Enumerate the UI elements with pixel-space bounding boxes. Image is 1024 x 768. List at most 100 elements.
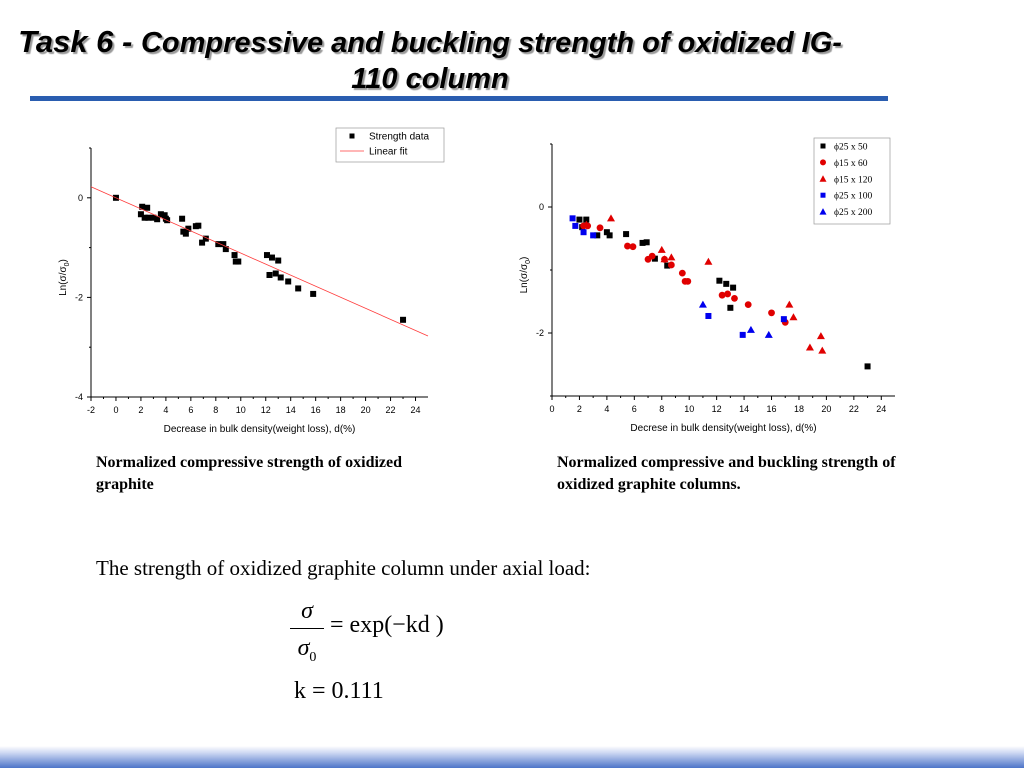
left-chart-x-tick-label: 12 xyxy=(261,405,271,415)
left-chart-series-0-point xyxy=(220,241,227,248)
right-chart-y-label-sub: 0 xyxy=(525,260,532,264)
denominator-symbol: σ xyxy=(297,635,310,661)
left-chart-series-0-point xyxy=(154,216,161,223)
left-chart-y-axis-label: Ln(σ/σ0) xyxy=(58,259,71,296)
left-chart-series-0-point xyxy=(145,214,152,221)
right-chart-legend-item-2-label: ϕ15 x 120 xyxy=(834,175,873,185)
right-chart-series-3-point xyxy=(705,312,712,319)
left-chart-series-0-point xyxy=(277,274,284,281)
left-chart-series-0-point xyxy=(157,211,164,218)
left-chart-series-0-point xyxy=(310,290,317,297)
left-chart-series-0-point xyxy=(235,258,242,265)
right-chart-series-0-point xyxy=(606,232,613,239)
right-chart-y-tick-label: -2 xyxy=(536,328,544,338)
right-chart-series-3-point xyxy=(572,222,579,229)
right-chart-series-0-point xyxy=(639,239,646,246)
right-chart-series-0-point xyxy=(623,231,630,238)
left-chart-series-0-point xyxy=(285,278,292,285)
right-chart-series-0-point xyxy=(716,277,723,284)
left-chart-x-tick-label: 18 xyxy=(336,405,346,415)
left-chart-series-0-point xyxy=(202,235,209,242)
left-chart-x-tick-label: 0 xyxy=(113,405,118,415)
left-chart-series-0-point xyxy=(275,257,282,264)
right-chart-series-3-point xyxy=(580,229,587,236)
right-chart-x-tick-label: 4 xyxy=(604,404,609,414)
right-chart-series-0-point xyxy=(664,262,671,269)
left-chart-series-0-point xyxy=(182,230,189,237)
right-chart-series-2-point xyxy=(606,214,615,222)
left-chart-series-0-point xyxy=(141,214,148,221)
formula-k-value: k = 0.111 xyxy=(294,678,384,704)
right-chart-series-4-point xyxy=(764,330,773,338)
left-chart-legend-item-0-label: Strength data xyxy=(369,132,429,143)
right-chart-series-1-point xyxy=(629,243,637,251)
left-chart-y-label-base: Ln(σ/σ xyxy=(58,266,69,296)
right-chart-x-tick-label: 18 xyxy=(794,404,804,414)
right-chart-series-2-point xyxy=(667,253,676,261)
right-chart-series-4-point xyxy=(746,325,755,333)
left-chart-x-tick-label: 14 xyxy=(286,405,296,415)
right-chart-x-tick-label: 10 xyxy=(684,404,694,414)
left-chart-y-tick-label: 0 xyxy=(78,193,83,203)
right-chart-x-tick-label: 16 xyxy=(767,404,777,414)
caption-right-chart: Normalized compressive and buckling stre… xyxy=(557,454,896,493)
body-text: The strength of oxidized graphite column… xyxy=(96,556,591,580)
left-chart-x-tick-label: 22 xyxy=(386,405,396,415)
left-chart-series-0-point xyxy=(199,239,206,246)
left-chart-series-0-point xyxy=(215,241,222,248)
bottom-gradient-band xyxy=(0,746,1024,768)
right-chart-x-tick-label: 12 xyxy=(712,404,722,414)
left-chart-series-0-point xyxy=(150,214,157,221)
left-chart-y-tick-label: -2 xyxy=(75,292,83,302)
left-chart-series-0-point xyxy=(179,215,186,222)
right-chart-series-0-point xyxy=(651,255,658,262)
slide-title: Task 6 - Compressive and buckling streng… xyxy=(0,24,860,97)
left-chart-x-tick-label: 10 xyxy=(236,405,246,415)
right-chart-y-label-end: ) xyxy=(519,257,530,260)
right-chart-series-0-point xyxy=(603,229,610,236)
left-chart-x-tick-label: 2 xyxy=(138,405,143,415)
right-chart-series-1-point xyxy=(678,269,686,277)
right-chart-series-2-point xyxy=(789,313,798,321)
right-chart-legend-item-0-label: ϕ25 x 50 xyxy=(834,143,868,153)
right-chart-series-2-point xyxy=(816,332,825,340)
right-chart-legend-box xyxy=(813,137,891,225)
right-chart-series-0-point xyxy=(594,232,601,239)
right-chart-y-label-base: Ln(σ/σ xyxy=(519,263,530,293)
fraction-bar xyxy=(290,628,324,629)
right-chart-legend-item-2-swatch xyxy=(819,175,827,182)
left-chart-series-0-point xyxy=(263,252,270,259)
left-chart-legend-item-0-swatch xyxy=(349,133,355,139)
right-chart-series-2-point xyxy=(805,343,814,351)
right-chart-legend-item-4-swatch xyxy=(819,208,827,215)
right-chart-x-axis-label: Decrese in bulk density(weight loss), d(… xyxy=(630,423,816,434)
right-chart-series-0-point xyxy=(583,216,590,223)
formula-fraction: σ σ0 xyxy=(290,596,324,665)
right-chart-series-0-point xyxy=(864,363,871,370)
left-chart-x-axis-label: Decrease in bulk density(weight loss), d… xyxy=(164,424,356,435)
formula-denominator: σ0 xyxy=(290,633,324,665)
left-chart-series-0-point xyxy=(231,252,238,259)
right-chart-series-1-point xyxy=(684,277,692,285)
left-chart-series-1-fit-line xyxy=(90,186,429,337)
left-chart-legend-item-1-label: Linear fit xyxy=(369,147,408,158)
title-prefix: Task 6 - xyxy=(18,24,141,59)
right-chart-series-3-point xyxy=(569,215,576,222)
left-chart-x-tick-label: 16 xyxy=(311,405,321,415)
left-chart-y-label-end: ) xyxy=(58,259,69,262)
right-chart-legend-item-0-swatch xyxy=(820,143,826,149)
left-chart-x-tick-label: 6 xyxy=(188,405,193,415)
right-chart-legend-item-3-swatch xyxy=(820,192,826,198)
right-chart-series-1-point xyxy=(648,252,656,260)
right-chart-series-0-point xyxy=(576,216,583,223)
right-chart-x-tick-label: 2 xyxy=(577,404,582,414)
right-chart-series-0-point xyxy=(730,284,737,291)
left-chart-series-0-point xyxy=(266,271,273,278)
right-chart-series-2-point xyxy=(660,255,669,263)
left-chart-y-label-sub: 0 xyxy=(64,262,71,266)
right-chart-x-tick-label: 14 xyxy=(739,404,749,414)
right-chart-series-1-point xyxy=(624,242,631,250)
right-chart-series-1-point xyxy=(768,309,775,317)
right-chart-series-3-point xyxy=(739,331,746,338)
